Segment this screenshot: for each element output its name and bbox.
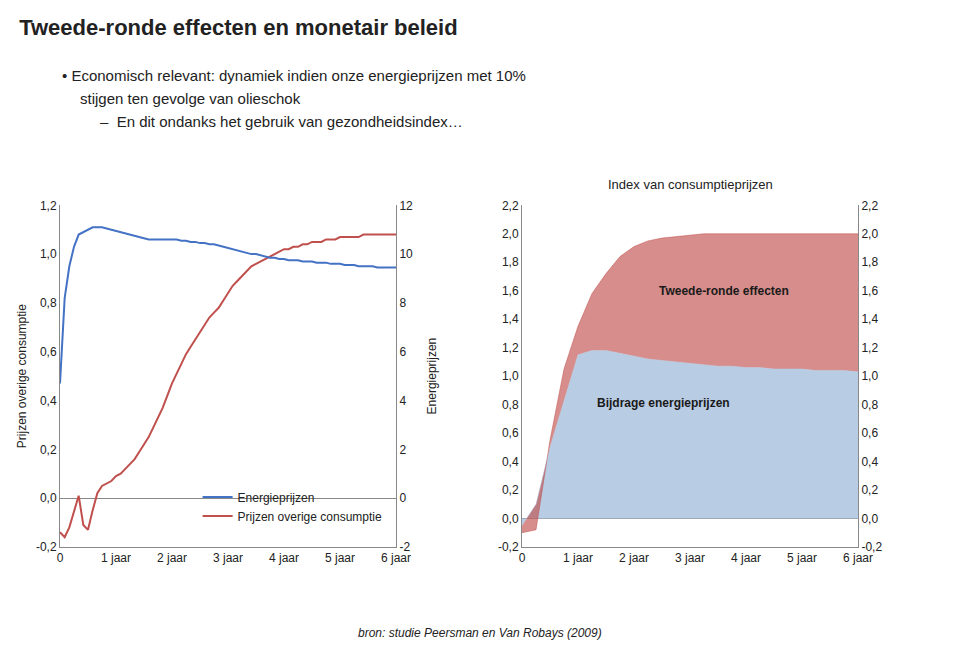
svg-text:2,0: 2,0 bbox=[861, 227, 878, 241]
svg-text:1,8: 1,8 bbox=[502, 255, 519, 269]
svg-text:-0,2: -0,2 bbox=[498, 540, 519, 554]
svg-text:1,2: 1,2 bbox=[861, 341, 878, 355]
svg-text:4 jaar: 4 jaar bbox=[731, 551, 761, 565]
svg-text:1,0: 1,0 bbox=[861, 369, 878, 383]
svg-text:1,6: 1,6 bbox=[861, 284, 878, 298]
svg-text:0,0: 0,0 bbox=[502, 512, 519, 526]
svg-text:2 jaar: 2 jaar bbox=[157, 551, 187, 565]
svg-text:0,4: 0,4 bbox=[40, 394, 57, 408]
svg-text:0,8: 0,8 bbox=[861, 398, 878, 412]
svg-text:-0,2: -0,2 bbox=[36, 540, 57, 554]
svg-text:4: 4 bbox=[399, 394, 406, 408]
svg-text:0,6: 0,6 bbox=[861, 426, 878, 440]
svg-text:0,2: 0,2 bbox=[40, 443, 57, 457]
svg-text:-0,2: -0,2 bbox=[861, 540, 882, 554]
svg-text:2: 2 bbox=[399, 443, 406, 457]
svg-text:0: 0 bbox=[519, 551, 526, 565]
svg-text:6 jaar: 6 jaar bbox=[843, 551, 873, 565]
svg-text:stijgen ten gevolge van oliesc: stijgen ten gevolge van olieschok bbox=[80, 90, 301, 107]
svg-text:2,2: 2,2 bbox=[502, 199, 519, 213]
svg-text:0,8: 0,8 bbox=[40, 296, 57, 310]
svg-text:– En dit ondanks het gebruik: – En dit ondanks het gebruik van gezondh… bbox=[100, 113, 463, 130]
svg-text:Prijzen overige consumptie: Prijzen overige consumptie bbox=[15, 304, 29, 448]
svg-text:0,6: 0,6 bbox=[40, 345, 57, 359]
svg-text:0: 0 bbox=[57, 551, 64, 565]
svg-text:Tweede-ronde effecten en monet: Tweede-ronde effecten en monetair beleid bbox=[19, 15, 457, 40]
svg-text:6 jaar: 6 jaar bbox=[381, 551, 411, 565]
svg-text:1,4: 1,4 bbox=[861, 312, 878, 326]
svg-text:8: 8 bbox=[399, 296, 406, 310]
svg-text:Energieprijzen: Energieprijzen bbox=[238, 491, 315, 505]
svg-text:Energieprijzen: Energieprijzen bbox=[425, 338, 439, 415]
svg-text:3 jaar: 3 jaar bbox=[213, 551, 243, 565]
svg-text:5 jaar: 5 jaar bbox=[325, 551, 355, 565]
svg-text:Bijdrage energieprijzen: Bijdrage energieprijzen bbox=[597, 396, 730, 410]
svg-text:1,8: 1,8 bbox=[861, 255, 878, 269]
svg-text:4 jaar: 4 jaar bbox=[269, 551, 299, 565]
svg-text:0,4: 0,4 bbox=[861, 455, 878, 469]
svg-text:10: 10 bbox=[399, 247, 413, 261]
svg-text:bron: studie Peersman en Van R: bron: studie Peersman en Van Robays (200… bbox=[358, 626, 602, 640]
svg-text:Index van consumptieprijzen: Index van consumptieprijzen bbox=[608, 177, 773, 192]
svg-text:1,0: 1,0 bbox=[502, 369, 519, 383]
svg-text:0,0: 0,0 bbox=[861, 512, 878, 526]
svg-text:5 jaar: 5 jaar bbox=[787, 551, 817, 565]
svg-text:0,2: 0,2 bbox=[861, 483, 878, 497]
svg-text:Prijzen overige consumptie: Prijzen overige consumptie bbox=[238, 510, 382, 524]
svg-text:12: 12 bbox=[399, 199, 413, 213]
svg-text:6: 6 bbox=[399, 345, 406, 359]
svg-text:-2: -2 bbox=[399, 540, 410, 554]
svg-text:2,2: 2,2 bbox=[861, 199, 878, 213]
svg-text:1,2: 1,2 bbox=[40, 199, 57, 213]
svg-text:0: 0 bbox=[399, 491, 406, 505]
svg-text:1,0: 1,0 bbox=[40, 247, 57, 261]
svg-text:0,0: 0,0 bbox=[40, 491, 57, 505]
svg-text:0,2: 0,2 bbox=[502, 483, 519, 497]
svg-text:1 jaar: 1 jaar bbox=[101, 551, 131, 565]
svg-text:1 jaar: 1 jaar bbox=[563, 551, 593, 565]
svg-text:3 jaar: 3 jaar bbox=[675, 551, 705, 565]
svg-text:• Economisch relevant: dynamie: • Economisch relevant: dynamiek indien o… bbox=[62, 67, 526, 84]
svg-text:1,6: 1,6 bbox=[502, 284, 519, 298]
svg-text:2 jaar: 2 jaar bbox=[619, 551, 649, 565]
svg-text:0,4: 0,4 bbox=[502, 455, 519, 469]
svg-text:Tweede-ronde effecten: Tweede-ronde effecten bbox=[659, 284, 789, 298]
svg-text:0,6: 0,6 bbox=[502, 426, 519, 440]
svg-text:0,8: 0,8 bbox=[502, 398, 519, 412]
svg-text:2,0: 2,0 bbox=[502, 227, 519, 241]
svg-text:1,2: 1,2 bbox=[502, 341, 519, 355]
svg-text:1,4: 1,4 bbox=[502, 312, 519, 326]
